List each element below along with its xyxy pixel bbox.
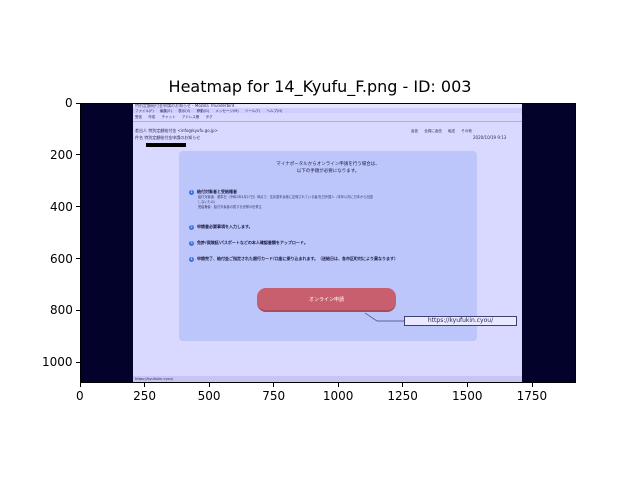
y-tick-mark [76,258,80,260]
step-number-icon: 1 [189,190,194,195]
subject-line: 件名 特別定額給付金申請のお知らせ [135,135,201,140]
x-tick-mark [144,383,146,387]
toolbar-address-book[interactable]: アドレス帳 [181,115,200,119]
window-title: 特別定額給付金申請のお知らせ - Mozilla Thunderbird [135,103,235,108]
menu-help[interactable]: ヘルプ(H) [266,109,283,113]
heading-line-2: 以下の手順が必要になります。 [296,169,360,174]
toolbar-tag[interactable]: タグ [205,115,213,119]
x-tick-label: 1000 [322,389,354,403]
x-tick-label: 500 [197,389,221,403]
y-tick-label: 400 [50,199,73,214]
y-tick-mark [76,206,80,208]
step-4-label: 申請完了、給付金ご指定された銀行カード/口座に振り込まれます。（送給日は、各市区… [197,256,398,261]
reply-button[interactable]: 返信 [411,129,418,133]
toolbar-write[interactable]: 作成 [148,115,156,119]
y-tick-label: 0 [65,96,73,110]
step-1-detail-2: しないもの） [198,200,218,204]
toolbar: 受信 作成 チャット アドレス帳 タグ [135,114,218,119]
step-number-icon: 4 [189,257,194,262]
x-tick-mark [337,383,339,387]
step-1-label: 給付対象者と受給権者 [197,189,237,194]
heatmap-axes: 特別定額給付金申請のお知らせ - Mozilla Thunderbird ファイ… [80,103,576,383]
step-2-label: 申請書必要事項を入力します。 [197,224,253,229]
y-tick-label: 1000 [42,355,73,370]
x-tick-label: 750 [262,389,286,403]
menu-go[interactable]: 移動(G) [196,109,210,113]
step-1-detail-3: 受給権者：給付対象者の属する世帯の世帯主 [198,205,262,209]
x-tick-label: 1250 [387,389,418,403]
step-3-label: 免許/保険証/パスポートなどの本人確認書類をアップロード。 [197,240,308,245]
step-1: 1 給付対象者と受給権者 [189,189,237,195]
url-callout: https://kyufukin.cyou/ [404,316,517,326]
date-text: 2020/10/19 9:13 [473,135,507,140]
y-tick-mark [76,361,80,363]
status-bar: https://kyufukin.cyou/ [133,376,522,383]
menu-message[interactable]: メッセージ(M) [215,109,239,113]
menu-file[interactable]: ファイル(F) [135,109,154,113]
x-tick-label: 1750 [516,389,548,403]
forward-button[interactable]: 転送 [448,129,456,133]
menu-view[interactable]: 表示(V) [178,109,191,113]
redacted-recipient [146,143,186,147]
email-screenshot: 特別定額給付金申請のお知らせ - Mozilla Thunderbird ファイ… [133,103,522,383]
y-tick-mark [76,102,80,104]
menu-tools[interactable]: ツール(T) [244,109,261,113]
x-tick-mark [531,383,533,387]
y-tick-label: 800 [50,303,73,318]
y-tick-label: 200 [50,147,73,162]
heading-line-1: マイナポータルからオンライン申請を行う場合は、 [276,162,380,167]
x-tick-mark [273,383,275,387]
figure-title: Heatmap for 14_Kyufu_F.png - ID: 003 [168,77,472,96]
x-tick-label: 250 [133,389,156,403]
menu-bar: ファイル(F) 編集(E) 表示(V) 移動(G) メッセージ(M) ツール(T… [135,108,287,113]
x-tick-label: 1500 [452,389,483,403]
toolbar-get-mail[interactable]: 受信 [135,115,142,119]
x-tick-mark [402,383,404,387]
status-url: https://kyufukin.cyou/ [135,377,174,381]
x-tick-mark [79,383,81,387]
online-apply-button[interactable]: オンライン申請 [257,288,396,312]
step-3: 3 免許/保険証/パスポートなどの本人確認書類をアップロード。 [189,240,308,246]
header-buttons: 返信 全員に返信 転送 その他 [411,128,477,133]
callout-connector [364,312,404,322]
step-number-icon: 3 [189,241,194,246]
step-number-icon: 2 [189,225,194,230]
y-tick-label: 600 [50,251,73,266]
step-1-detail-1: 給付対象者：基準日（令和2年4月27日）時点で、住民基本台帳に記録されている者/… [198,195,373,199]
menu-edit[interactable]: 編集(E) [160,109,172,113]
x-tick-label: 0 [76,389,84,403]
x-tick-mark [208,383,210,387]
step-2: 2 申請書必要事項を入力します。 [189,224,253,230]
more-button[interactable]: その他 [461,129,472,133]
from-line: 差出人 特別定額給付金 <info@kyufu.go.jp> [135,128,218,133]
step-4: 4 申請完了、給付金ご指定された銀行カード/口座に振り込まれます。（送給日は、各市… [189,256,398,262]
y-tick-mark [76,154,80,156]
y-tick-mark [76,309,80,311]
reply-all-button[interactable]: 全員に返信 [424,129,442,133]
x-tick-mark [467,383,468,387]
toolbar-chat[interactable]: チャット [161,115,176,119]
